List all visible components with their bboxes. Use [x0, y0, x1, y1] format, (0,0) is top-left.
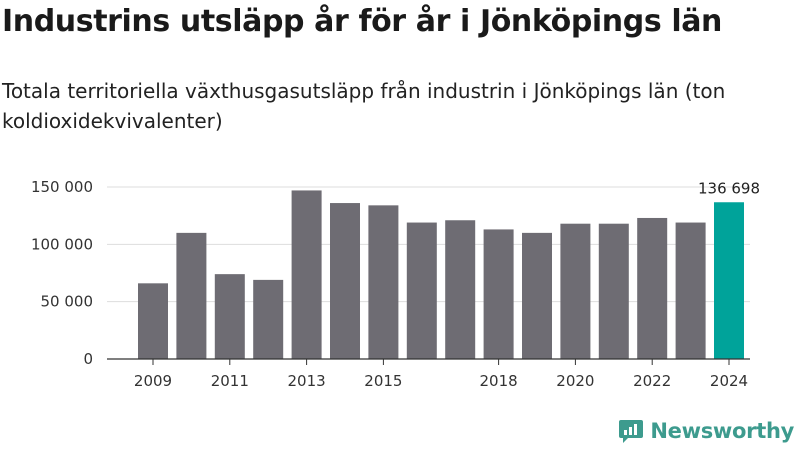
bar — [522, 232, 552, 359]
x-tick-label: 2024 — [710, 372, 748, 390]
bar — [406, 222, 437, 359]
y-tick-label: 150 000 — [31, 178, 93, 196]
bar — [598, 223, 629, 359]
bar — [675, 222, 706, 359]
x-tick-label: 2011 — [211, 372, 249, 390]
chart-subtitle: Totala territoriella växthusgasutsläpp f… — [2, 79, 726, 133]
x-tick-label: 2020 — [556, 372, 594, 390]
highlight-bar — [714, 202, 744, 359]
bar — [560, 223, 591, 359]
bar — [637, 217, 668, 359]
brand-logo: Newsworthy — [618, 418, 794, 444]
newsworthy-logo-icon — [619, 420, 644, 443]
bar — [445, 220, 476, 359]
y-tick-label: 0 — [83, 350, 93, 368]
x-tick-label: 2009 — [134, 372, 172, 390]
x-tick-label: 2013 — [288, 372, 326, 390]
chart-title: Industrins utsläpp år för år i Jönköping… — [2, 4, 723, 39]
bar — [291, 190, 322, 359]
bar — [138, 283, 168, 359]
x-tick-label: 2022 — [633, 372, 671, 390]
y-tick-label: 50 000 — [41, 293, 94, 311]
bar — [368, 205, 399, 359]
brand-name: Newsworthy — [650, 419, 794, 443]
bar — [176, 232, 207, 359]
bar — [214, 274, 245, 359]
data-label-2024: 136 698 — [698, 179, 760, 197]
y-tick-label: 100 000 — [31, 235, 93, 253]
bar — [253, 279, 284, 359]
x-tick-label: 2015 — [364, 372, 402, 390]
bar — [483, 229, 514, 359]
bar — [330, 203, 360, 359]
x-tick-label: 2018 — [480, 372, 518, 390]
